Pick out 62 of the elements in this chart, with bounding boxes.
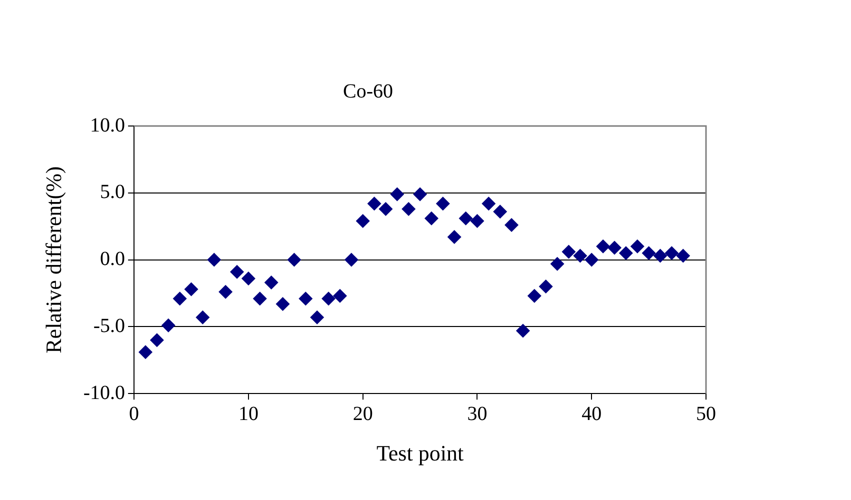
point [676,248,690,263]
point [447,230,462,244]
point [504,218,519,232]
y-tick-label: 0.0 [100,248,126,270]
point [584,252,599,267]
x-tick-label: 0 [129,402,140,425]
point [276,296,290,311]
point [573,248,588,263]
chart-title: Co-60 [343,80,393,102]
point [218,284,233,299]
point [367,196,382,211]
x-tick-label: 20 [352,402,373,425]
point [516,324,530,338]
x-tick-label: 10 [238,402,258,425]
point [642,246,656,260]
point [378,202,393,216]
point [527,288,542,303]
point [482,196,496,211]
point [138,345,152,360]
point [184,282,198,296]
point [436,196,450,211]
point [172,292,187,306]
y-tick-label: 10.0 [90,114,126,136]
y-tick-label: -5.0 [93,314,126,337]
point [241,272,256,286]
point [413,187,428,202]
point [332,288,347,303]
point [344,252,358,267]
point [196,310,210,324]
point [402,202,416,216]
point [618,246,633,260]
point [664,246,679,260]
x-axis-title: Test point [376,440,464,466]
y-tick-label: -10.0 [83,382,126,404]
point [150,333,164,348]
point [287,252,302,267]
point [207,252,222,267]
point [470,214,484,228]
x-tick-label: 30 [467,402,488,425]
point [653,248,668,263]
point [424,211,438,226]
point [264,276,278,290]
point [390,187,404,202]
point [493,204,508,219]
point [607,240,622,255]
x-tick-label: 50 [696,402,716,425]
point [458,211,473,226]
point [252,292,267,306]
point [538,280,553,294]
y-tick-label: 5.0 [100,181,126,204]
point [230,264,244,279]
point [310,310,324,324]
point [550,256,564,271]
y-axis-title: Relative different(%) [40,166,66,354]
point [322,292,336,306]
point [356,214,370,228]
point [630,239,644,254]
point [562,244,576,259]
point [596,239,610,254]
point [161,318,176,332]
x-tick-label: 40 [582,402,602,425]
point [298,292,313,306]
